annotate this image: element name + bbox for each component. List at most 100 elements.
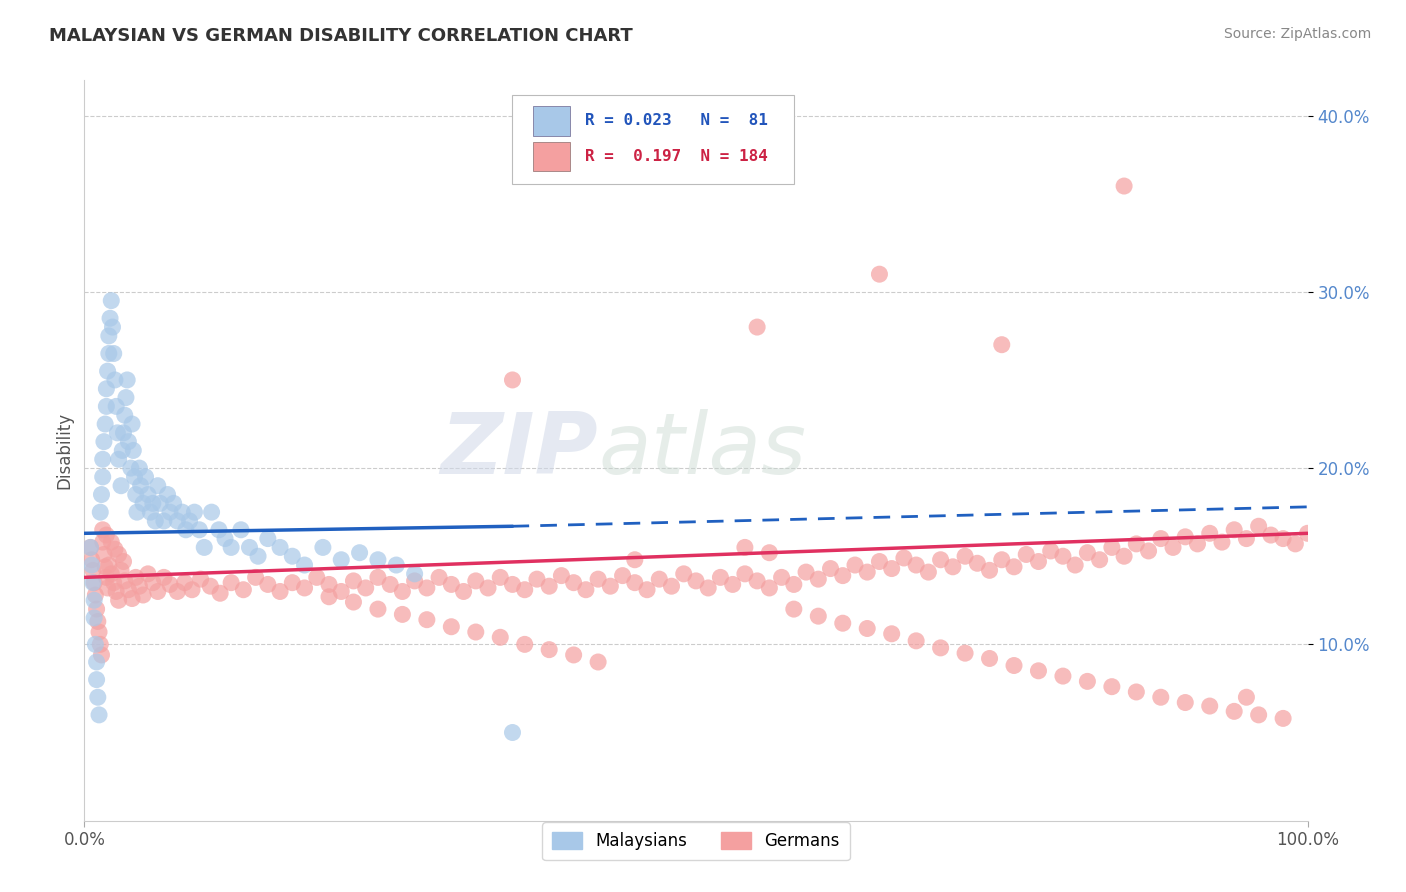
Point [90, 487, 112, 501]
Point [101, 320, 124, 334]
Point [770, 570, 793, 584]
Point [117, 582, 139, 597]
Point [953, 646, 976, 660]
Point [391, 607, 413, 622]
Point [97, 346, 120, 360]
Point [783, 602, 806, 616]
Point [83, 611, 105, 625]
Point [142, 575, 165, 590]
Point [179, 514, 201, 528]
Point [132, 496, 155, 510]
Text: R = 0.023   N =  81: R = 0.023 N = 81 [585, 113, 768, 128]
Point [1125, 537, 1147, 551]
Point [1296, 526, 1319, 541]
Point [1150, 690, 1173, 705]
Point [979, 651, 1001, 665]
Text: MALAYSIAN VS GERMAN DISABILITY CORRELATION CHART: MALAYSIAN VS GERMAN DISABILITY CORRELATI… [49, 27, 633, 45]
Point [111, 443, 134, 458]
Point [128, 461, 150, 475]
Point [172, 505, 194, 519]
Point [166, 584, 188, 599]
Point [342, 574, 364, 588]
Point [103, 575, 125, 590]
Point [97, 558, 120, 572]
Y-axis label: Disability: Disability [55, 412, 73, 489]
Point [1125, 685, 1147, 699]
Point [1002, 658, 1025, 673]
Point [181, 582, 204, 597]
Text: atlas: atlas [598, 409, 806, 492]
Point [305, 570, 328, 584]
Point [149, 496, 172, 510]
Point [991, 337, 1014, 351]
Point [153, 514, 176, 528]
Point [82, 575, 104, 590]
Point [219, 575, 242, 590]
Point [90, 648, 112, 662]
Point [1052, 669, 1074, 683]
Point [122, 443, 145, 458]
Point [844, 558, 866, 572]
Point [342, 595, 364, 609]
Point [96, 570, 118, 584]
Point [538, 579, 561, 593]
Point [905, 633, 928, 648]
Point [1028, 555, 1050, 569]
Point [550, 568, 572, 582]
Point [477, 581, 499, 595]
Point [91, 470, 114, 484]
Point [214, 532, 236, 546]
Point [599, 579, 621, 593]
Point [257, 577, 280, 591]
Point [869, 267, 891, 281]
Point [612, 568, 634, 582]
Point [100, 566, 122, 581]
Point [1002, 559, 1025, 574]
Point [502, 373, 524, 387]
Point [1101, 680, 1123, 694]
Point [121, 591, 143, 606]
Point [79, 541, 101, 555]
Point [200, 505, 222, 519]
Point [136, 566, 159, 581]
Point [526, 572, 548, 586]
Point [1236, 690, 1258, 705]
Point [1161, 541, 1184, 555]
Point [247, 549, 270, 564]
Point [86, 673, 108, 687]
Point [115, 373, 138, 387]
Point [942, 559, 965, 574]
Point [125, 487, 148, 501]
Point [1015, 548, 1038, 562]
Point [281, 575, 304, 590]
Point [1223, 704, 1246, 718]
Point [464, 625, 486, 640]
Point [80, 553, 103, 567]
Point [125, 570, 148, 584]
Point [1284, 537, 1306, 551]
Point [257, 532, 280, 546]
Point [538, 642, 561, 657]
Point [1039, 544, 1062, 558]
Point [502, 725, 524, 739]
Point [1150, 532, 1173, 546]
Text: R =  0.197  N = 184: R = 0.197 N = 184 [585, 149, 768, 164]
Point [416, 581, 439, 595]
Point [893, 551, 915, 566]
Point [856, 622, 879, 636]
Point [110, 563, 132, 577]
Point [100, 535, 122, 549]
Point [427, 570, 450, 584]
Point [562, 648, 585, 662]
Point [1064, 558, 1087, 572]
Point [229, 523, 252, 537]
Bar [533, 106, 569, 136]
Point [79, 541, 101, 555]
Legend: Malaysians, Germans: Malaysians, Germans [543, 822, 849, 861]
Point [166, 514, 188, 528]
Point [489, 570, 512, 584]
Point [139, 505, 162, 519]
Point [107, 548, 129, 562]
Point [93, 434, 115, 449]
Point [1198, 526, 1220, 541]
